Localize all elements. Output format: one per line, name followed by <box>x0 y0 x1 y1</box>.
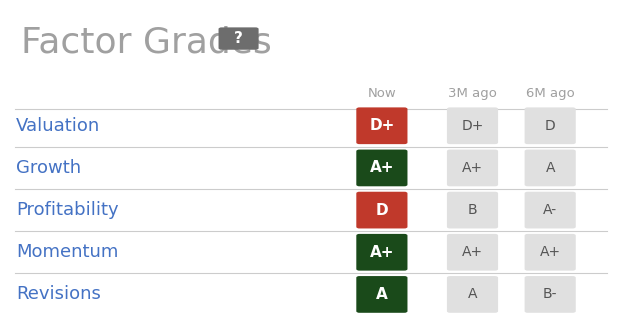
FancyBboxPatch shape <box>356 276 407 313</box>
Text: A: A <box>376 287 388 302</box>
Text: Profitability: Profitability <box>16 201 119 219</box>
Text: Momentum: Momentum <box>16 243 119 261</box>
FancyBboxPatch shape <box>524 234 576 271</box>
FancyBboxPatch shape <box>447 150 498 186</box>
FancyBboxPatch shape <box>356 150 407 186</box>
FancyBboxPatch shape <box>524 107 576 144</box>
FancyBboxPatch shape <box>447 107 498 144</box>
Text: Factor Grades: Factor Grades <box>21 25 272 59</box>
FancyBboxPatch shape <box>447 234 498 271</box>
Text: 3M ago: 3M ago <box>448 87 497 100</box>
FancyBboxPatch shape <box>447 192 498 228</box>
Text: D+: D+ <box>462 119 484 133</box>
Text: A+: A+ <box>540 245 561 259</box>
FancyBboxPatch shape <box>447 276 498 313</box>
Text: Revisions: Revisions <box>16 285 101 304</box>
Text: B-: B- <box>543 287 557 301</box>
Text: Valuation: Valuation <box>16 117 101 135</box>
FancyBboxPatch shape <box>524 276 576 313</box>
Text: Now: Now <box>368 87 396 100</box>
Text: A: A <box>545 161 555 175</box>
Text: A+: A+ <box>369 245 394 260</box>
Text: ?: ? <box>234 31 243 46</box>
FancyBboxPatch shape <box>356 192 407 228</box>
FancyBboxPatch shape <box>524 192 576 228</box>
Text: D: D <box>376 202 388 218</box>
Text: D+: D+ <box>369 118 394 133</box>
Text: B: B <box>468 203 477 217</box>
FancyBboxPatch shape <box>356 107 407 144</box>
Text: A+: A+ <box>462 245 483 259</box>
Text: Growth: Growth <box>16 159 81 177</box>
FancyBboxPatch shape <box>524 150 576 186</box>
Text: A: A <box>468 287 477 301</box>
Text: A+: A+ <box>369 161 394 176</box>
Text: A-: A- <box>543 203 557 217</box>
Text: D: D <box>545 119 555 133</box>
Text: 6M ago: 6M ago <box>526 87 575 100</box>
Text: A+: A+ <box>462 161 483 175</box>
FancyBboxPatch shape <box>356 234 407 271</box>
FancyBboxPatch shape <box>218 27 259 50</box>
